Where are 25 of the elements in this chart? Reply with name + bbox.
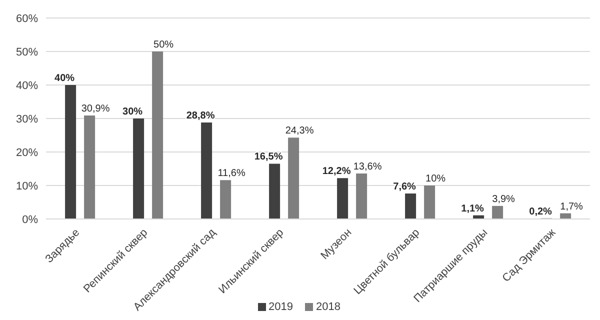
data-label: 13,6% xyxy=(353,161,382,172)
y-tick-label: 50% xyxy=(16,46,38,58)
data-label: 16,5% xyxy=(254,152,283,163)
data-label: 11,6% xyxy=(218,168,246,180)
y-tick-label: 0% xyxy=(22,214,38,226)
data-label: 12,2% xyxy=(322,166,351,178)
y-tick-label: 30% xyxy=(16,113,38,126)
data-label: 28,8% xyxy=(186,110,215,122)
data-label: 1,1% xyxy=(461,203,484,214)
data-label: 10% xyxy=(426,174,446,184)
legend-label: 2019 xyxy=(268,301,293,313)
data-label: 3,9% xyxy=(492,194,516,205)
data-label: 40% xyxy=(54,73,75,84)
data-label: 30,9% xyxy=(81,103,110,114)
data-label: 24,3% xyxy=(285,126,314,137)
y-tick-label: 60% xyxy=(16,12,38,25)
y-tick-label: 20% xyxy=(16,146,38,159)
y-tick-label: 40% xyxy=(16,80,38,92)
data-label: 30% xyxy=(122,106,143,118)
y-tick-label: 10% xyxy=(16,180,38,192)
data-label: 50% xyxy=(154,40,174,50)
data-label: 7,6% xyxy=(393,182,416,193)
data-label: 0,2% xyxy=(529,206,552,218)
legend-label: 2018 xyxy=(315,301,340,313)
data-label: 1,7% xyxy=(560,201,584,212)
